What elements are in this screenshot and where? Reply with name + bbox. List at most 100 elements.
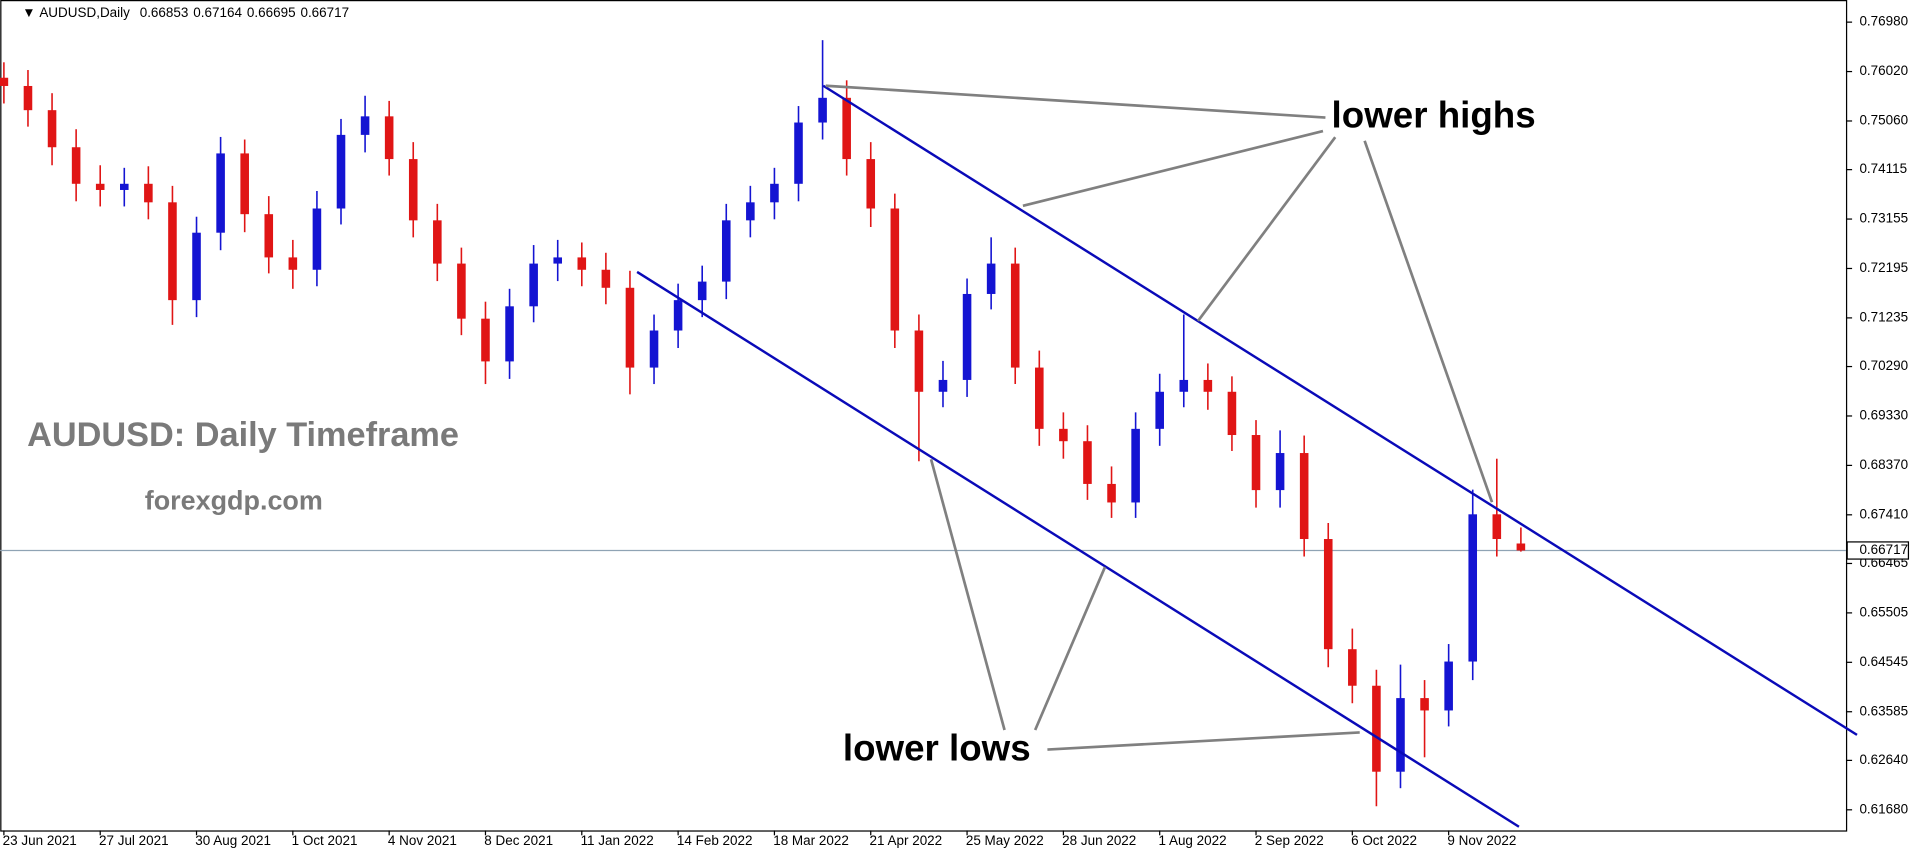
- candle-body: [1010, 263, 1020, 368]
- y-tick-label: 0.76980: [1859, 14, 1908, 29]
- y-tick-label: 0.73155: [1859, 211, 1908, 226]
- y-tick-label: 0.76020: [1859, 63, 1908, 78]
- candle-body: [1372, 685, 1381, 772]
- pointer-line: [929, 458, 1006, 731]
- candle-body: [1323, 539, 1333, 650]
- candle-body: [553, 257, 563, 264]
- candle-body: [1516, 543, 1526, 551]
- candle-body: [1348, 649, 1357, 686]
- y-tick-label: 0.65505: [1859, 604, 1908, 619]
- candle-body: [47, 110, 57, 148]
- candle-body: [384, 116, 394, 160]
- candle-body: [120, 183, 129, 190]
- candle-body: [986, 263, 996, 294]
- x-tick-label: 9 Nov 2022: [1447, 833, 1516, 848]
- candle-body: [866, 159, 876, 209]
- pointer-line: [1047, 731, 1360, 751]
- candle-body: [168, 202, 177, 301]
- candle-body: [842, 97, 851, 160]
- candle-body: [336, 134, 346, 209]
- candle-body: [1251, 435, 1261, 491]
- x-tick-label: 25 May 2022: [966, 833, 1044, 848]
- y-tick-label: 0.72195: [1859, 260, 1908, 275]
- header-icon: ▼: [22, 5, 39, 20]
- y-tick-label: 0.67410: [1859, 506, 1908, 521]
- x-tick-label: 6 Oct 2022: [1351, 833, 1417, 848]
- y-tick-label: 0.75060: [1859, 113, 1908, 128]
- x-tick-label: 1 Oct 2021: [292, 833, 358, 848]
- candle-body: [216, 153, 225, 233]
- pointer-line: [1033, 566, 1107, 731]
- candle-body: [1468, 514, 1478, 662]
- candle-body: [1035, 367, 1044, 429]
- x-tick-label: 11 Jan 2022: [581, 833, 654, 848]
- candle-body: [144, 183, 153, 203]
- y-tick-label: 0.64545: [1859, 654, 1908, 669]
- y-tick-label: 0.69330: [1859, 408, 1908, 423]
- x-tick-label: 14 Feb 2022: [677, 833, 753, 848]
- candle-body: [794, 122, 803, 184]
- pointer-line: [1363, 140, 1494, 503]
- x-tick-label: 18 Mar 2022: [773, 833, 849, 848]
- candle-body: [1179, 379, 1189, 392]
- candle-body: [818, 97, 827, 123]
- chart-header: ▼ AUDUSD,Daily 0.66853 0.67164 0.66695 0.667…: [22, 5, 349, 20]
- candle-body: [264, 214, 274, 258]
- y-tick-label: 0.63585: [1859, 703, 1908, 718]
- candle-body: [962, 293, 972, 380]
- x-tick-label: 2 Sep 2022: [1255, 833, 1324, 848]
- y-tick-label: 0.70290: [1859, 358, 1908, 373]
- candle-body: [721, 220, 731, 282]
- candle-body: [360, 116, 370, 135]
- lower-channel: [636, 270, 1520, 828]
- candle-body: [625, 287, 635, 368]
- candle-body: [697, 281, 707, 301]
- pointer-line: [1022, 129, 1324, 208]
- candles: [0, 40, 1846, 807]
- source: forexgdp.com: [145, 486, 323, 516]
- candle-body: [240, 153, 249, 215]
- x-tick-label: 4 Nov 2021: [388, 833, 457, 848]
- candle-body: [457, 263, 466, 319]
- candle-body: [433, 220, 442, 264]
- last-high: 0.67164: [193, 5, 242, 20]
- candle-body: [408, 159, 418, 221]
- candle-body: [914, 330, 924, 392]
- candle-body: [1203, 379, 1213, 392]
- candle-body: [938, 379, 948, 392]
- candle-body: [71, 147, 81, 184]
- x-tick-label: 30 Aug 2021: [195, 833, 271, 848]
- x-tick-label: 21 Apr 2022: [870, 833, 943, 848]
- candle-body: [505, 306, 514, 362]
- candle-body: [1155, 391, 1164, 429]
- last-low: 0.66695: [247, 5, 296, 20]
- candle-body: [481, 318, 490, 362]
- x-tick-label: 27 Jul 2021: [99, 833, 169, 848]
- candle-body: [1299, 453, 1309, 540]
- candle-body: [1227, 391, 1237, 436]
- last-open: 0.66853: [140, 5, 189, 20]
- candle-body: [1107, 483, 1116, 503]
- candle-body: [577, 257, 587, 270]
- candle-body: [673, 300, 683, 331]
- candle-body: [95, 183, 105, 190]
- upper-channel: [822, 84, 1858, 736]
- candle-body: [192, 232, 201, 301]
- candle-body: [288, 257, 298, 270]
- pointer-line: [1196, 136, 1337, 322]
- y-tick-label: 0.74115: [1859, 161, 1907, 176]
- candle-body: [601, 269, 611, 288]
- candle-body: [770, 183, 779, 203]
- candle-body: [312, 208, 322, 270]
- symbol: AUDUSD,Daily: [39, 5, 130, 20]
- x-tick-label: 8 Dec 2021: [484, 833, 553, 848]
- annotation-lows: lower lows: [843, 728, 1031, 769]
- chart-title: AUDUSD: Daily Timeframe: [27, 416, 459, 454]
- price-tag: [1846, 541, 1910, 560]
- candle-body: [23, 85, 33, 111]
- y-tick-label: 0.61680: [1859, 801, 1908, 816]
- candle-body: [746, 202, 755, 221]
